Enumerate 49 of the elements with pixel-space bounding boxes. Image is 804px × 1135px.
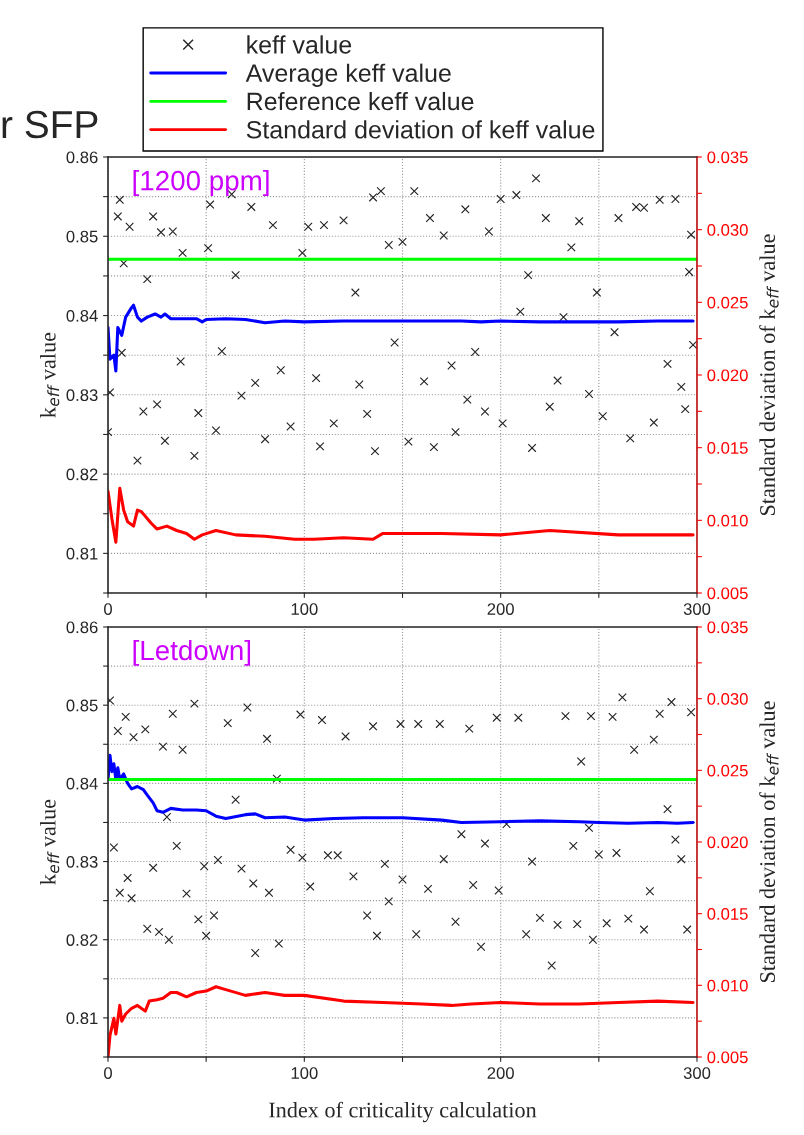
- y2-tick-label: 0.015: [707, 442, 748, 454]
- x-tick-label: 0: [104, 603, 112, 615]
- y-tick-label: 0.83: [66, 855, 98, 868]
- y-axis-title: k$_{eff}$ value: [40, 799, 60, 885]
- y2-tick-label: 0.025: [707, 296, 748, 309]
- annotation: [1200 ppm]: [133, 170, 269, 196]
- y2-tick-label: 0.020: [707, 369, 748, 382]
- y2-tick-label: 0.005: [707, 1051, 748, 1064]
- x-tick-label: 100: [291, 1067, 318, 1079]
- y-tick-label: 0.85: [66, 230, 98, 243]
- annotation: [Letdown]: [133, 639, 251, 666]
- y-tick-label: 0.82: [66, 934, 98, 946]
- y2-tick-label: 0.010: [707, 514, 748, 527]
- y2-axis-title: Standard deviation of k$_{eff}$ value: [759, 234, 779, 516]
- y2-tick-label: 0.030: [707, 224, 748, 236]
- line-series: [108, 753, 695, 825]
- y2-tick-label: 0.010: [707, 979, 748, 992]
- legend-label: Average keff value: [245, 63, 451, 87]
- y2-tick-label: 0.025: [707, 764, 748, 777]
- y-tick-label: 0.84: [66, 777, 98, 790]
- y-tick-label: 0.83: [66, 389, 98, 402]
- x-tick-label: 0: [104, 1067, 112, 1079]
- y2-tick-label: 0.005: [707, 587, 748, 600]
- y-tick-label: 0.86: [66, 621, 98, 634]
- y2-tick-label: 0.020: [707, 836, 748, 849]
- x-axis-title: Index of criticality calculation: [269, 1101, 537, 1123]
- y-axis-title: k$_{eff}$ value: [40, 332, 60, 418]
- y-tick-label: 0.84: [66, 309, 98, 322]
- y-tick-label: 0.86: [66, 151, 98, 164]
- x-tick-label: 200: [487, 603, 514, 615]
- y-tick-label: 0.82: [66, 468, 98, 481]
- x-tick-label: 300: [683, 1067, 711, 1079]
- legend-label: keff value: [247, 35, 352, 54]
- line-series: [108, 486, 695, 544]
- y2-axis-title: Standard deviation of k$_{eff}$ value: [759, 701, 779, 983]
- y-tick-label: 0.81: [66, 547, 98, 560]
- x-tick-label: 300: [683, 603, 711, 615]
- line-series: [108, 303, 695, 373]
- y-tick-label: 0.81: [66, 1012, 98, 1025]
- y2-tick-label: 0.035: [707, 151, 748, 164]
- chart-title: r SFP: [2, 110, 98, 139]
- y2-tick-label: 0.015: [707, 908, 748, 920]
- y2-tick-label: 0.035: [707, 621, 748, 634]
- x-tick-label: 200: [487, 1067, 514, 1079]
- y-tick-label: 0.85: [66, 699, 98, 712]
- legend-label: Standard deviation of keff value: [246, 120, 595, 139]
- y2-tick-label: 0.030: [707, 693, 748, 705]
- legend-label: Reference keff value: [247, 91, 474, 111]
- x-tick-label: 100: [291, 603, 318, 615]
